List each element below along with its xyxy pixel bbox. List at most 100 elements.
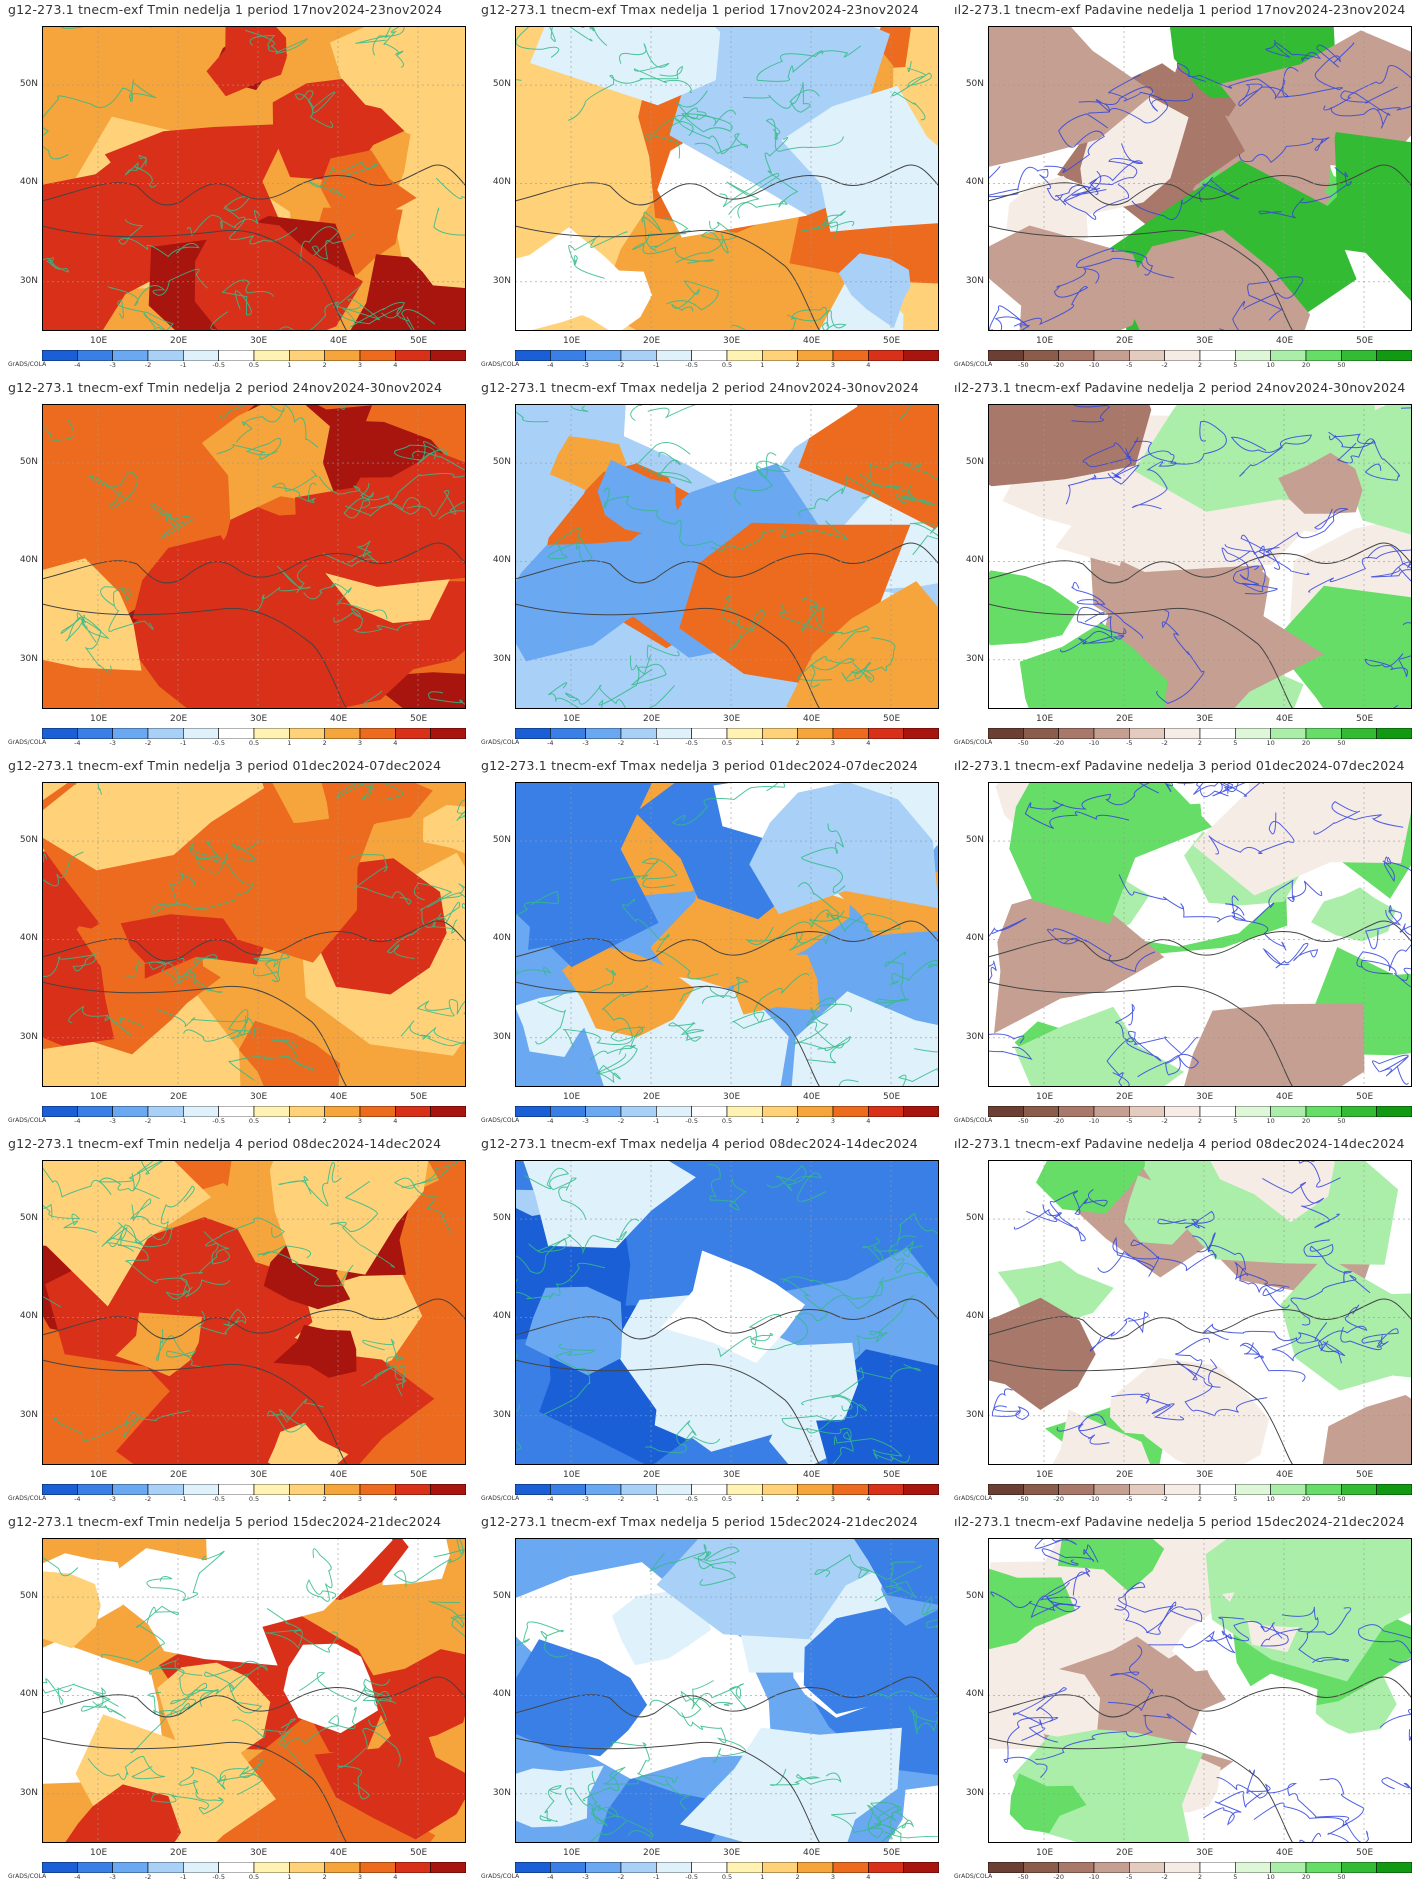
shaded-region [1322,1395,1412,1465]
contour-line [515,26,593,58]
colorbar-label: 50 [1337,361,1346,369]
contour-line [117,299,174,331]
contour-line [1060,616,1115,653]
contour-line [867,1690,939,1700]
colorbar-swatch [430,350,466,361]
colorbar-label: 1 [760,739,765,747]
map-frame [988,404,1412,709]
colorbar-swatch [1023,728,1059,739]
shaded-region [201,404,339,520]
contour-line [1075,248,1174,279]
contour-line [1024,802,1130,829]
contour-line [216,437,282,460]
latitude-label: 30N [965,653,984,664]
contour-line [1164,782,1233,793]
latitude-label: 30N [19,275,38,286]
shaded-region [391,116,466,262]
contour-line [603,1741,692,1810]
map-panel: g12-273.1 tnecm-exf Tmax nedelja 3 perio… [481,756,956,1135]
colorbar-swatch [430,728,466,739]
colorbar-label: -50 [1018,361,1029,369]
latitude-label: 40N [965,1689,984,1700]
colorbar-label: 5 [1233,739,1238,747]
contour-line [265,1607,338,1653]
contour-line [1034,1538,1078,1549]
map-frame [988,1538,1412,1843]
colorbar [42,1484,466,1495]
contour-line [308,160,378,198]
longitude-label: 20E [1116,714,1134,724]
contour-line [42,419,75,441]
contour-line [1364,905,1402,950]
colorbar-label: 10 [1266,1873,1275,1881]
map-plot [42,404,466,709]
longitude-label: 50E [883,1848,901,1858]
contour-line [179,1766,228,1794]
contour-line [80,1692,126,1719]
colorbar-swatch [550,1862,586,1873]
contour-line [42,1203,97,1234]
contour-line [400,1020,466,1047]
colorbar-label: -2 [1161,1873,1168,1881]
contour-line [782,1276,884,1312]
map-frame [42,1538,466,1843]
credit-label: GrADS/COLA [8,739,47,746]
map-plot [988,26,1412,331]
contour-line [874,1565,923,1602]
contour-line [87,471,138,509]
colorbar-swatch [1376,1106,1412,1117]
colorbar-swatch [726,1106,763,1117]
panel-title: ıl2-273.1 tnecm-exf Padavine nedelja 2 p… [954,380,1406,395]
colorbar-swatch [1058,1484,1095,1495]
colorbar-label: 0.5 [721,1873,733,1881]
latitude-label: 30N [492,1787,511,1798]
colorbar-label: 5 [1233,1495,1238,1503]
longitude-label: 50E [1356,714,1374,724]
colorbar [515,728,939,739]
contour-line [306,1548,337,1602]
colorbar-label: -2 [1161,1495,1168,1503]
colorbar-label: -2 [617,1117,625,1125]
colorbar-swatch [1164,350,1201,361]
colorbar-label: -5 [1126,1495,1133,1503]
colorbar-swatch [430,1862,466,1873]
longitude-label: 10E [1036,336,1054,346]
longitude-label: 10E [90,1848,108,1858]
colorbar-swatch [868,1862,904,1873]
latitude-label: 40N [19,1689,38,1700]
latitude-label: 30N [19,1787,38,1798]
contour-line [1243,276,1304,321]
contour-line [329,1180,396,1268]
colorbar-swatch [1164,728,1201,739]
colorbar-swatch [868,1106,904,1117]
longitude-label: 50E [883,714,901,724]
longitude-label: 30E [723,1470,741,1480]
colorbar-swatch [147,1862,184,1873]
contour-line [363,690,383,709]
latitude-label: 30N [19,1409,38,1420]
colorbar-label: 4 [866,1495,871,1503]
colorbar-swatch [1164,1862,1201,1873]
contour-line [787,310,847,331]
colorbar-swatch [1305,1862,1342,1873]
colorbar-swatch [620,1106,657,1117]
contour-line [1130,1232,1217,1273]
contour-line [267,1398,324,1433]
longitude-label: 30E [250,1092,268,1102]
colorbar-label: 20 [1301,1117,1311,1125]
longitude-label: 40E [330,714,348,724]
colorbar-label: 4 [393,739,398,747]
shaded-region [749,782,939,915]
colorbar-swatch [988,350,1024,361]
contour-line [1323,65,1412,111]
contour-line [1303,1239,1353,1283]
contour-line [647,404,702,419]
colorbar-swatch [147,1106,184,1117]
contour-line [42,1678,106,1707]
colorbar-label: -0.5 [685,739,698,747]
credit-label: GrADS/COLA [481,1117,520,1124]
contour-line [582,1766,679,1801]
panel-title: ıl2-273.1 tnecm-exf Padavine nedelja 5 p… [954,1514,1405,1529]
contour-line [1265,39,1322,62]
colorbar-label: -0.5 [212,1117,225,1125]
